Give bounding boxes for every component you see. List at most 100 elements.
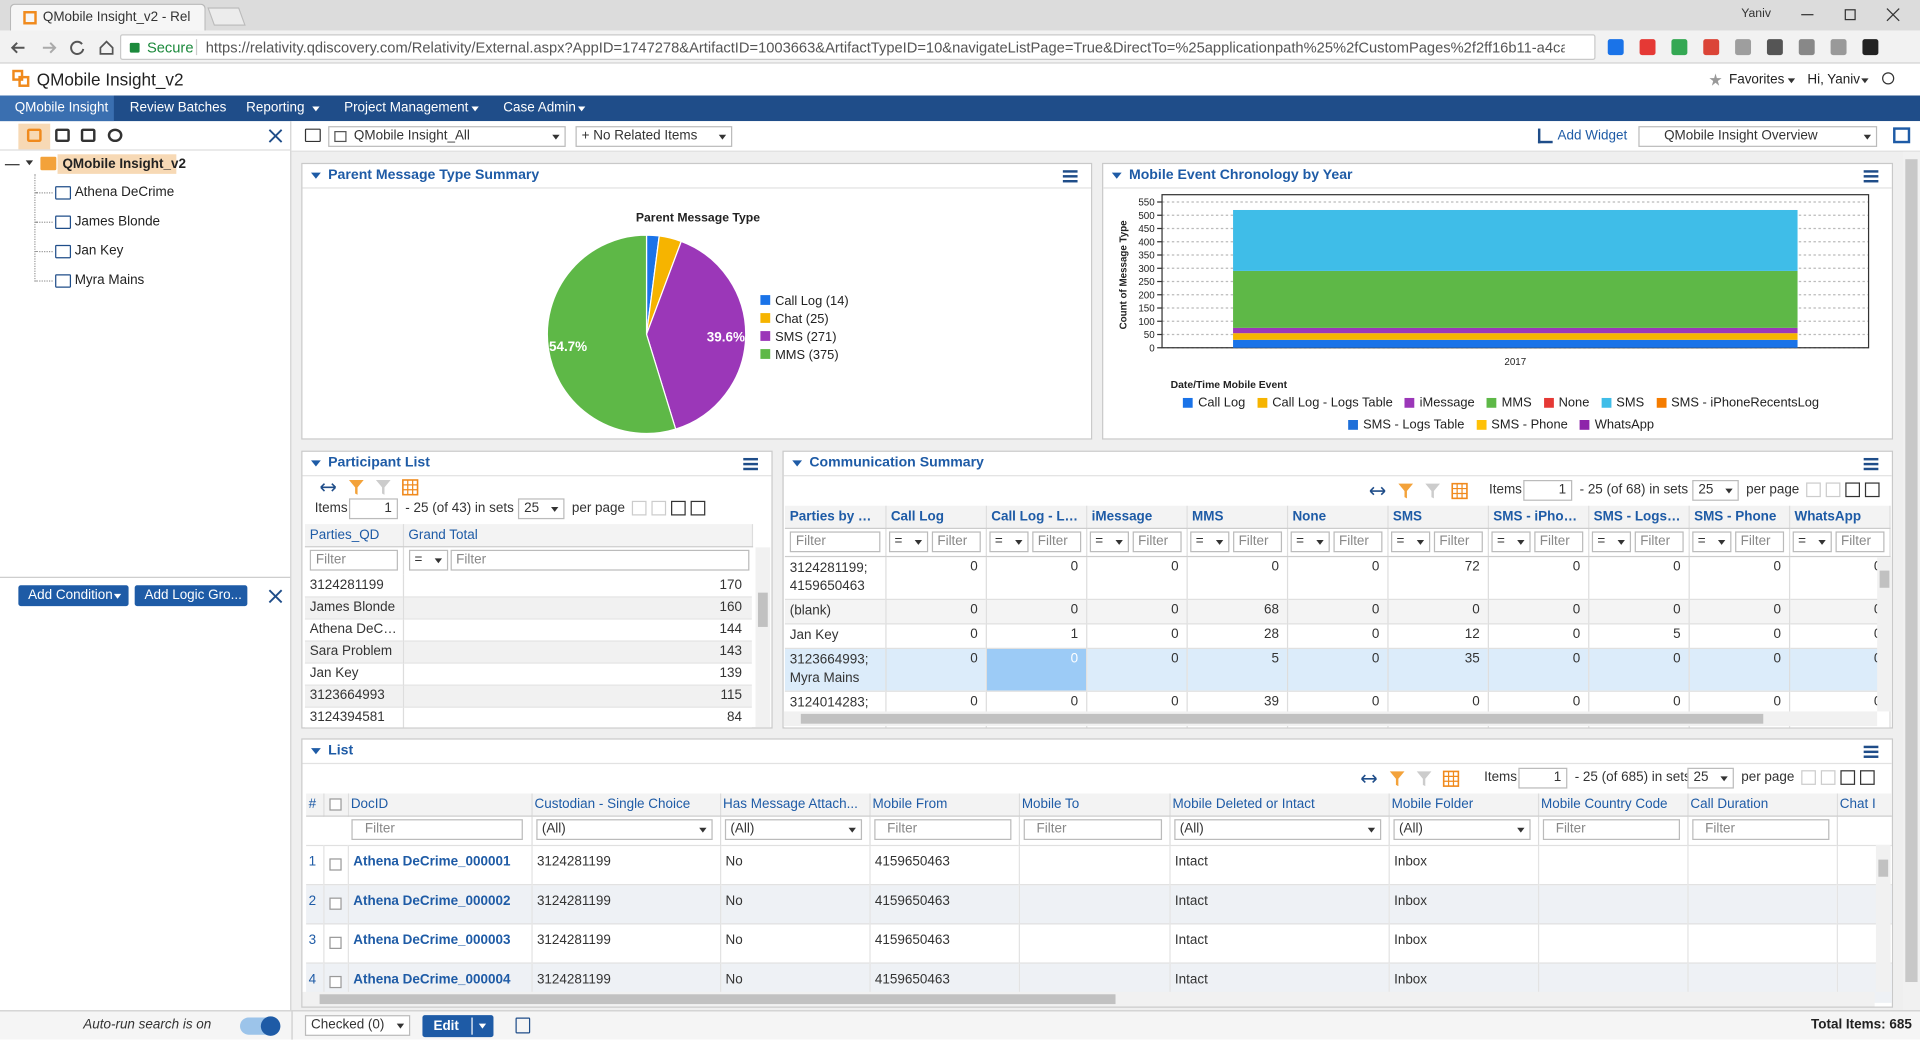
checkbox[interactable]: [328, 936, 342, 949]
extension-icon[interactable]: [1798, 39, 1815, 56]
view-dropdown[interactable]: QMobile Insight Overview: [1638, 126, 1878, 147]
pager-nav[interactable]: [1864, 482, 1880, 498]
search-dropdown[interactable]: QMobile Insight_All: [328, 126, 566, 147]
column-header[interactable]: Call Log: [885, 505, 987, 529]
tree-folder[interactable]: Myra Mains: [74, 273, 145, 288]
export-icon[interactable]: [515, 1017, 531, 1034]
extension-icon[interactable]: [1639, 39, 1656, 56]
sidebar-tool-icon[interactable]: [107, 128, 123, 143]
column-header[interactable]: Mobile Folder: [1388, 793, 1539, 817]
page-input[interactable]: 1: [1518, 767, 1568, 789]
legend-item[interactable]: WhatsApp: [1580, 416, 1654, 434]
add-widget[interactable]: Add Widget: [1557, 128, 1628, 144]
pager-nav[interactable]: [1845, 482, 1861, 498]
pager-nav[interactable]: [1801, 770, 1816, 785]
operator-select[interactable]: =: [888, 531, 928, 553]
pager-nav[interactable]: [1825, 482, 1841, 498]
edit-button[interactable]: Edit: [422, 1015, 494, 1038]
column-header[interactable]: Parties by Gr...: [784, 505, 886, 529]
column-header[interactable]: Mobile Country Code: [1537, 793, 1688, 817]
tree-folder[interactable]: James Blonde: [74, 214, 161, 229]
data-row[interactable]: 3123664993 115: [304, 684, 752, 707]
column-header[interactable]: Has Message Attach...: [720, 793, 871, 817]
pager-nav[interactable]: [651, 500, 667, 516]
sidebar-tool-icon[interactable]: [55, 128, 70, 143]
collapse-triangle[interactable]: [311, 172, 321, 184]
legend-item[interactable]: SMS - Phone: [1476, 416, 1568, 434]
nav-tab[interactable]: Reporting: [233, 96, 329, 122]
legend-item[interactable]: Call Log: [1183, 394, 1245, 412]
menu-line[interactable]: [1863, 750, 1879, 754]
menu-line[interactable]: [1863, 467, 1879, 471]
filter-input[interactable]: Filter: [1734, 531, 1784, 553]
menu-line[interactable]: [1863, 755, 1879, 758]
column-header[interactable]: None: [1286, 505, 1388, 529]
sidebar-tool-icon[interactable]: [26, 128, 42, 143]
column-header[interactable]: Call Duration: [1687, 793, 1838, 817]
favorites[interactable]: Favorites: [1728, 72, 1785, 87]
nav-tab[interactable]: Project Management: [331, 96, 488, 122]
menu-line[interactable]: [1863, 745, 1879, 749]
data-row[interactable]: 3123664993; Myra Mains00050350000: [784, 648, 1891, 692]
column-header[interactable]: Call Log - Lo...: [985, 505, 1087, 529]
legend-item[interactable]: SMS - iPhoneRecentsLog: [1656, 394, 1819, 412]
menu-line[interactable]: [1863, 170, 1879, 173]
page-input[interactable]: 1: [348, 498, 398, 520]
operator-select[interactable]: =: [988, 531, 1028, 553]
operator-select[interactable]: =: [1792, 531, 1832, 553]
collapse-triangle[interactable]: [792, 460, 803, 471]
data-row[interactable]: 3124281199 170: [304, 574, 752, 597]
filter-input[interactable]: (All): [1392, 819, 1531, 841]
operator-select[interactable]: =: [1691, 531, 1731, 553]
doc-link[interactable]: Athena DeCrime_000001: [347, 845, 533, 885]
page-size[interactable]: 25: [1687, 767, 1734, 789]
pager-nav[interactable]: [690, 500, 706, 516]
data-row[interactable]: Athena DeCrime 144: [304, 618, 752, 641]
column-header[interactable]: SMS - Logs T...: [1588, 505, 1690, 529]
pager-nav[interactable]: [631, 500, 647, 516]
help-icon[interactable]: [1882, 72, 1895, 85]
greeting[interactable]: Hi, Yaniv: [1807, 72, 1861, 87]
column-header[interactable]: MMS: [1186, 505, 1288, 529]
checkbox[interactable]: [328, 798, 342, 811]
doc-link[interactable]: Athena DeCrime_000002: [347, 884, 533, 924]
data-row[interactable]: 1 Athena DeCrime_000001 3124281199 No 415965…: [306, 845, 1892, 885]
extension-icon[interactable]: [1766, 39, 1783, 56]
filter-input[interactable]: Filter: [1332, 531, 1382, 553]
filter-input[interactable]: Filter: [1634, 531, 1684, 553]
operator-select[interactable]: =: [1089, 531, 1129, 553]
page-size[interactable]: 25: [517, 498, 565, 520]
checked-dropdown[interactable]: Checked (0): [304, 1015, 411, 1036]
pager-nav[interactable]: [1820, 770, 1836, 785]
menu-line[interactable]: [1062, 170, 1078, 173]
filter-input[interactable]: Filter: [789, 531, 881, 553]
operator-select[interactable]: =: [1189, 531, 1229, 553]
doc-link[interactable]: Athena DeCrime_000003: [347, 923, 533, 964]
checkbox[interactable]: [328, 975, 342, 989]
filter-input[interactable]: Filter: [1132, 531, 1182, 553]
menu-line[interactable]: [743, 457, 758, 461]
pager-nav[interactable]: [1840, 770, 1856, 785]
column-header[interactable]: SMS - iPhon...: [1487, 505, 1589, 529]
column-header[interactable]: Chat I: [1836, 793, 1892, 817]
extension-icon[interactable]: [1671, 39, 1688, 56]
operator-select[interactable]: =: [1290, 531, 1330, 553]
legend-item[interactable]: Call Log - Logs Table: [1257, 394, 1393, 412]
menu-line[interactable]: [1863, 462, 1879, 466]
filter-input[interactable]: Filter: [1834, 531, 1884, 553]
column-header[interactable]: Mobile From: [869, 793, 1020, 817]
column-header[interactable]: Parties_QD: [304, 524, 404, 548]
menu-line[interactable]: [1863, 180, 1879, 183]
page-input[interactable]: 1: [1523, 480, 1573, 501]
data-row[interactable]: James Blonde 160: [304, 596, 752, 619]
column-header[interactable]: WhatsApp: [1788, 505, 1891, 529]
filter-input[interactable]: Filter: [1031, 531, 1081, 553]
filter-input[interactable]: Filter: [1533, 531, 1583, 553]
filter-input[interactable]: Filter: [1023, 819, 1162, 841]
omnibox[interactable]: Secure https://relativity.qdiscovery.com/…: [120, 34, 1596, 61]
extension-icon[interactable]: [1862, 39, 1879, 56]
data-row[interactable]: Sara Problem 143: [304, 640, 752, 663]
collapse-triangle[interactable]: [311, 460, 321, 471]
pager-nav[interactable]: [1806, 482, 1821, 498]
pager-nav[interactable]: [1860, 770, 1875, 785]
